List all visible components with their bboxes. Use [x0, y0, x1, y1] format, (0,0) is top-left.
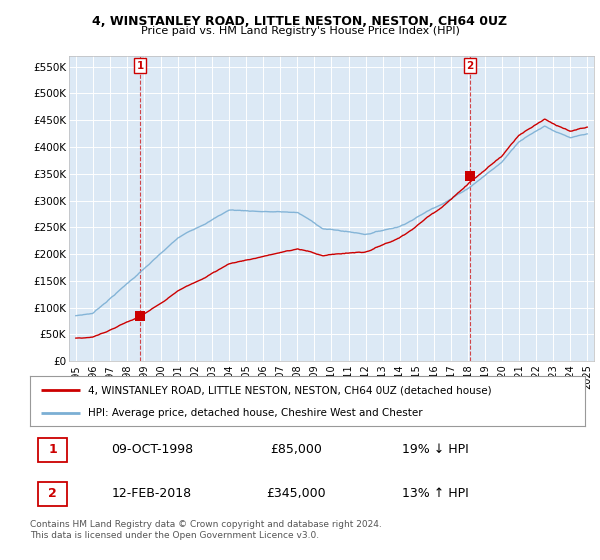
Text: 13% ↑ HPI: 13% ↑ HPI — [402, 487, 469, 500]
Text: 4, WINSTANLEY ROAD, LITTLE NESTON, NESTON, CH64 0UZ (detached house): 4, WINSTANLEY ROAD, LITTLE NESTON, NESTO… — [88, 385, 492, 395]
Text: 12-FEB-2018: 12-FEB-2018 — [112, 487, 192, 500]
Text: £345,000: £345,000 — [266, 487, 326, 500]
Text: HPI: Average price, detached house, Cheshire West and Chester: HPI: Average price, detached house, Ches… — [88, 408, 423, 418]
Text: 2: 2 — [49, 487, 57, 500]
Text: 1: 1 — [136, 60, 144, 71]
Text: 4, WINSTANLEY ROAD, LITTLE NESTON, NESTON, CH64 0UZ: 4, WINSTANLEY ROAD, LITTLE NESTON, NESTO… — [92, 15, 508, 27]
Text: Contains HM Land Registry data © Crown copyright and database right 2024.
This d: Contains HM Land Registry data © Crown c… — [30, 520, 382, 540]
Text: £85,000: £85,000 — [271, 444, 322, 456]
Text: Price paid vs. HM Land Registry's House Price Index (HPI): Price paid vs. HM Land Registry's House … — [140, 26, 460, 36]
Text: 2: 2 — [466, 60, 473, 71]
Text: 19% ↓ HPI: 19% ↓ HPI — [402, 444, 469, 456]
FancyBboxPatch shape — [38, 482, 67, 506]
FancyBboxPatch shape — [38, 438, 67, 462]
Text: 09-OCT-1998: 09-OCT-1998 — [111, 444, 193, 456]
Text: 1: 1 — [49, 444, 57, 456]
